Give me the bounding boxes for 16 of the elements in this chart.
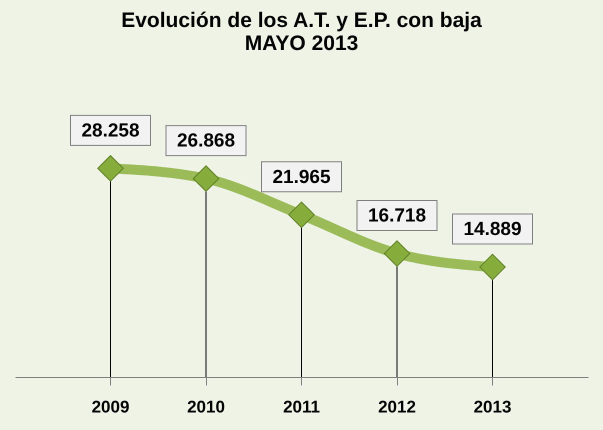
point [97,155,124,182]
x-tick-label: 2011 [283,398,320,416]
x-tick-label: 2012 [378,398,416,416]
point [288,202,315,228]
data-label: 14.889 [463,219,522,240]
data-label: 21.965 [272,166,331,188]
data-label: 28.258 [81,120,140,142]
point [384,240,410,267]
chart-title: Evolución de los A.T. y E.P. con baja MAYO 2013 [121,9,482,55]
data-label: 26.868 [176,130,236,152]
x-tick-label: 2009 [92,398,130,416]
x-tick-label: 2013 [474,398,512,416]
x-tick-label: 2010 [187,398,225,416]
point [192,165,220,192]
point [479,254,506,280]
data-label: 16.718 [368,206,426,227]
